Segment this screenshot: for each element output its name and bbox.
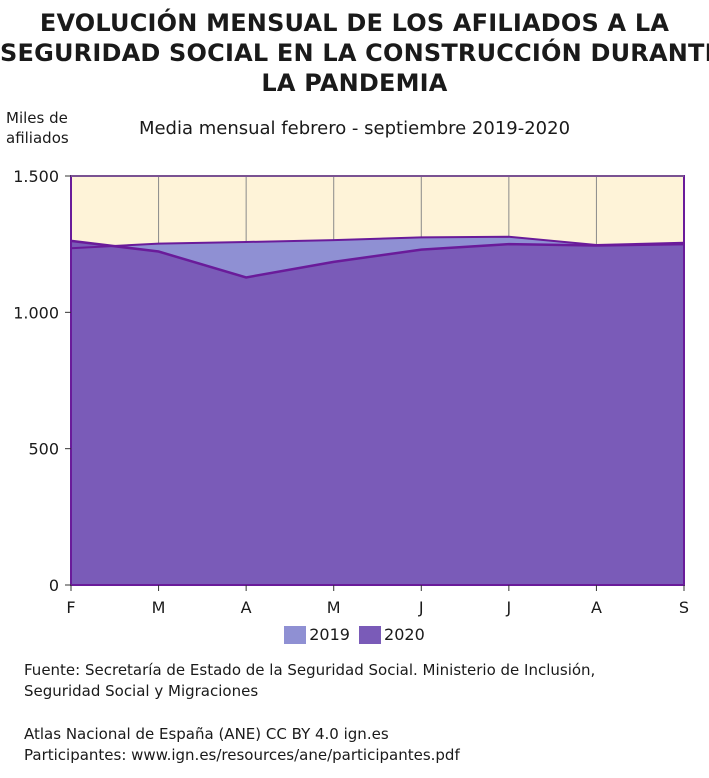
source-line-1: Fuente: Secretaría de Estado de la Segur…: [24, 661, 596, 679]
y-tick-label-2: 1.000: [13, 303, 59, 322]
x-tick-label-4: J: [418, 598, 424, 617]
title-line-2: SEGURIDAD SOCIAL EN LA CONSTRUCCIÓN DURA…: [0, 39, 709, 67]
chart-subtitle: Media mensual febrero - septiembre 2019-…: [138, 118, 571, 139]
y-axis-label-line-2: afiliados: [6, 129, 69, 147]
x-tick-label-6: A: [591, 598, 602, 617]
legend-label-2019: 2019: [309, 624, 350, 644]
y-axis-label-line-1: Miles de: [6, 109, 68, 127]
legend: 2019 2020: [0, 624, 709, 645]
series-area-2020: [71, 240, 684, 586]
title-line-1: EVOLUCIÓN MENSUAL DE LOS AFILIADOS A LA: [39, 9, 670, 37]
source-note: Fuente: Secretaría de Estado de la Segur…: [24, 660, 595, 702]
y-tick-label-1: 500: [28, 440, 59, 459]
title-line-3: LA PANDEMIA: [261, 69, 448, 97]
legend-swatch-2020: [359, 626, 382, 645]
legend-item-2019: 2019: [284, 625, 350, 645]
legend-label-2020: 2020: [384, 624, 425, 644]
legend-item-2020: 2020: [359, 625, 425, 645]
x-tick-label-2: A: [241, 598, 252, 617]
legend-swatch-2019: [284, 626, 307, 645]
chart-title: EVOLUCIÓN MENSUAL DE LOS AFILIADOS A LA …: [0, 8, 709, 98]
credit-line-1: Atlas Nacional de España (ANE) CC BY 4.0…: [24, 725, 389, 743]
y-axis-label: Miles de afiliados: [6, 108, 69, 148]
x-tick-label-3: M: [327, 598, 341, 617]
x-tick-label-0: F: [66, 598, 75, 617]
series-line-2019: [70, 235, 685, 250]
y-tick-label-0: 0: [49, 576, 59, 595]
y-tick-label-3: 1.500: [13, 167, 59, 186]
x-tick-label-7: S: [679, 598, 689, 617]
credit-line-2: Participantes: www.ign.es/resources/ane/…: [24, 746, 460, 764]
credits: Atlas Nacional de España (ANE) CC BY 4.0…: [24, 724, 460, 766]
series-line-2020: [70, 239, 685, 279]
x-tick-label-1: M: [152, 598, 166, 617]
x-tick-label-5: J: [505, 598, 511, 617]
source-line-2: Seguridad Social y Migraciones: [24, 682, 259, 700]
